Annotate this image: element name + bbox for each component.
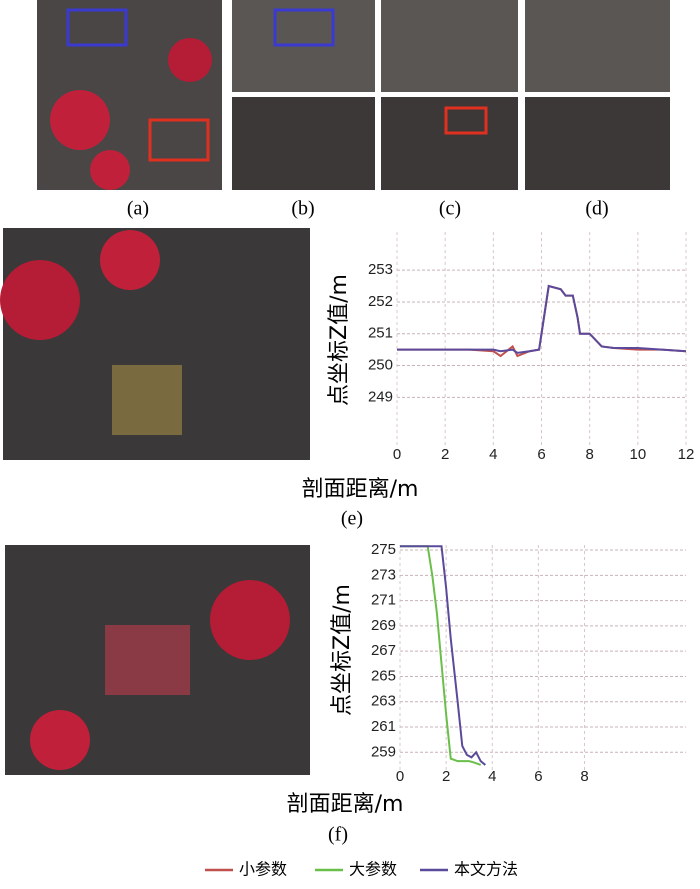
image-c1 xyxy=(381,0,518,92)
data-line xyxy=(397,284,687,358)
image-c2 xyxy=(381,97,518,190)
x-axis-title: 剖面距离/m xyxy=(287,792,404,817)
y-tick-label: 265 xyxy=(371,667,396,684)
x-axis-title: 剖面距离/m xyxy=(302,477,419,502)
panel-label: (c) xyxy=(439,198,461,220)
y-tick-label: 250 xyxy=(368,356,393,373)
panel-label: (b) xyxy=(291,198,314,220)
y-tick-label: 261 xyxy=(371,718,396,735)
x-tick-label: 8 xyxy=(585,446,593,463)
legend-label: 本文方法 xyxy=(454,860,518,879)
y-tick-label: 252 xyxy=(368,293,393,310)
y-tick-label: 249 xyxy=(368,388,393,405)
panel-label: (f) xyxy=(328,824,348,846)
x-tick-label: 0 xyxy=(396,768,404,785)
y-tick-label: 259 xyxy=(371,743,396,760)
image-d2 xyxy=(525,97,670,190)
x-tick-label: 0 xyxy=(393,446,401,463)
y-tick-label: 253 xyxy=(368,261,393,278)
x-tick-label: 2 xyxy=(442,768,450,785)
x-tick-label: 12 xyxy=(678,446,695,463)
aerial-images xyxy=(0,0,670,775)
x-tick-label: 10 xyxy=(629,446,646,463)
y-tick-label: 269 xyxy=(371,617,396,634)
x-tick-label: 6 xyxy=(534,768,542,785)
panel-label: (d) xyxy=(585,198,608,220)
legend-label: 小参数 xyxy=(239,860,287,879)
panel-label: (a) xyxy=(127,198,149,220)
data-line xyxy=(397,284,687,354)
y-tick-label: 275 xyxy=(371,541,396,558)
data-line xyxy=(400,545,486,766)
legend: 小参数 大参数 本文方法 xyxy=(205,860,518,879)
y-axis-title: 点坐标Z值/m xyxy=(327,274,352,406)
panel-label: (e) xyxy=(341,508,363,530)
image-b2 xyxy=(232,97,375,190)
x-tick-label: 6 xyxy=(537,446,545,463)
x-tick-label: 4 xyxy=(489,446,497,463)
y-tick-label: 273 xyxy=(371,566,396,583)
y-tick-label: 263 xyxy=(371,693,396,710)
y-tick-label: 267 xyxy=(371,642,396,659)
x-tick-label: 8 xyxy=(580,768,588,785)
y-tick-label: 251 xyxy=(368,325,393,342)
x-tick-label: 2 xyxy=(441,446,449,463)
y-axis-title: 点坐标Z值/m xyxy=(330,584,355,716)
image-d1 xyxy=(525,0,670,92)
x-tick-label: 4 xyxy=(488,768,496,785)
y-tick-label: 271 xyxy=(371,592,396,609)
legend-label: 大参数 xyxy=(349,860,397,879)
data-line xyxy=(400,545,482,766)
